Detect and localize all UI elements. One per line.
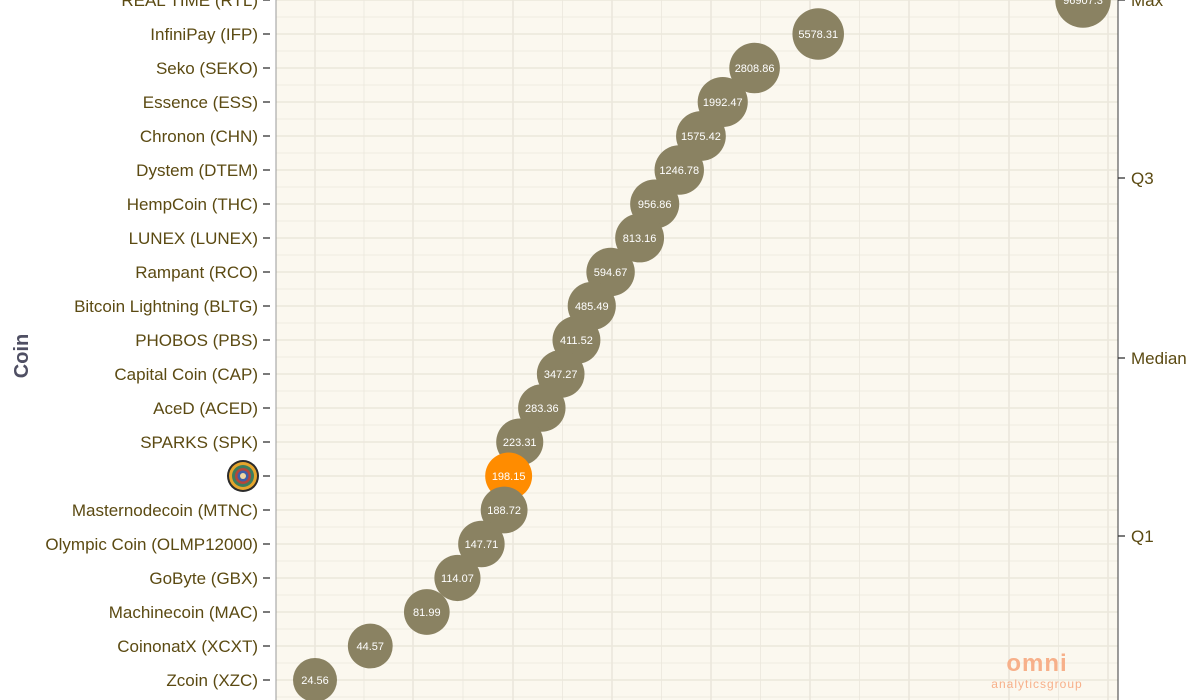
data-label: 411.52 xyxy=(560,335,593,347)
data-label: 188.72 xyxy=(487,505,521,517)
omni-watermark: omni analyticsgroup xyxy=(991,650,1082,691)
data-label: 956.86 xyxy=(638,199,672,211)
y-axis: REAL TIME (RTL) InfiniPay (IFP) Seko (SEKO… xyxy=(45,0,270,690)
y-tick-label: AceD (ACED) xyxy=(153,399,258,418)
watermark-subtext: analyticsgroup xyxy=(991,677,1082,691)
right-axis-label: Q1 xyxy=(1131,527,1154,546)
data-label: 283.36 xyxy=(525,403,559,415)
data-point xyxy=(729,42,780,94)
data-label: 2808.86 xyxy=(735,63,775,75)
data-label: 147.71 xyxy=(465,539,499,551)
y-tick-label: Zcoin (XZC) xyxy=(166,671,258,690)
data-label: 44.57 xyxy=(357,641,385,653)
data-label: 114.07 xyxy=(441,573,474,585)
coin-logo-icon xyxy=(227,460,259,492)
data-point xyxy=(792,8,844,60)
y-tick-label: Bitcoin Lightning (BLTG) xyxy=(74,297,258,316)
data-label: 5578.31 xyxy=(798,29,838,41)
data-points: 96907.3 5578.31 2808.86 1992.47 1575.42 1246.… xyxy=(293,0,1111,700)
data-label: 813.16 xyxy=(623,233,657,245)
data-label: 96907.3 xyxy=(1063,0,1103,7)
data-point xyxy=(434,554,481,602)
y-tick-label: Olympic Coin (OLMP12000) xyxy=(45,535,258,554)
y-tick-label: Essence (ESS) xyxy=(143,93,258,112)
y-tick-label: Machinecoin (MAC) xyxy=(109,603,258,622)
y-tick-label: Rampant (RCO) xyxy=(135,263,258,282)
data-label: 485.49 xyxy=(575,301,609,313)
y-tick-label: CoinonatX (XCXT) xyxy=(117,637,258,656)
data-label: 24.56 xyxy=(301,675,329,687)
y-tick-label: InfiniPay (IFP) xyxy=(150,25,258,44)
y-tick-label: Capital Coin (CAP) xyxy=(114,365,258,384)
right-axis-label: Max xyxy=(1131,0,1164,10)
data-label: 1575.42 xyxy=(681,131,721,143)
watermark-logo-text: omni xyxy=(1006,650,1067,677)
y-tick-label: REAL TIME (RTL) xyxy=(121,0,258,10)
y-tick-label: Chronon (CHN) xyxy=(140,127,258,146)
y-tick-label: Seko (SEKO) xyxy=(156,59,258,78)
data-point xyxy=(347,623,393,669)
y-tick-label: PHOBOS (PBS) xyxy=(135,331,258,350)
data-point xyxy=(403,589,450,635)
data-point xyxy=(293,658,337,700)
right-axis-label: Median xyxy=(1131,349,1187,368)
data-label: 198.15 xyxy=(492,471,526,483)
y-tick-label: HempCoin (THC) xyxy=(127,195,258,214)
data-point xyxy=(615,213,665,263)
right-axis: Max Q3 Median Q1 xyxy=(1118,0,1187,546)
data-label: 223.31 xyxy=(503,437,537,449)
y-tick-label: SPARKS (SPK) xyxy=(140,433,258,452)
data-point xyxy=(480,486,528,534)
right-axis-label: Q3 xyxy=(1131,169,1154,188)
y-tick-label: Dystem (DTEM) xyxy=(136,161,258,180)
data-label: 1992.47 xyxy=(703,97,743,109)
data-point xyxy=(1055,0,1111,28)
y-tick-label: LUNEX (LUNEX) xyxy=(129,229,258,248)
data-label: 594.67 xyxy=(594,267,628,279)
panel-border xyxy=(275,0,1119,700)
data-label: 347.27 xyxy=(544,369,578,381)
data-point xyxy=(654,145,704,195)
data-point xyxy=(518,384,566,432)
y-tick-label: Masternodecoin (MTNC) xyxy=(72,501,258,520)
data-label: 1246.78 xyxy=(659,165,699,177)
y-axis-title: Coin xyxy=(11,334,33,378)
y-tick-label: GoByte (GBX) xyxy=(149,569,258,588)
data-point xyxy=(458,520,505,568)
data-label: 81.99 xyxy=(413,607,441,619)
